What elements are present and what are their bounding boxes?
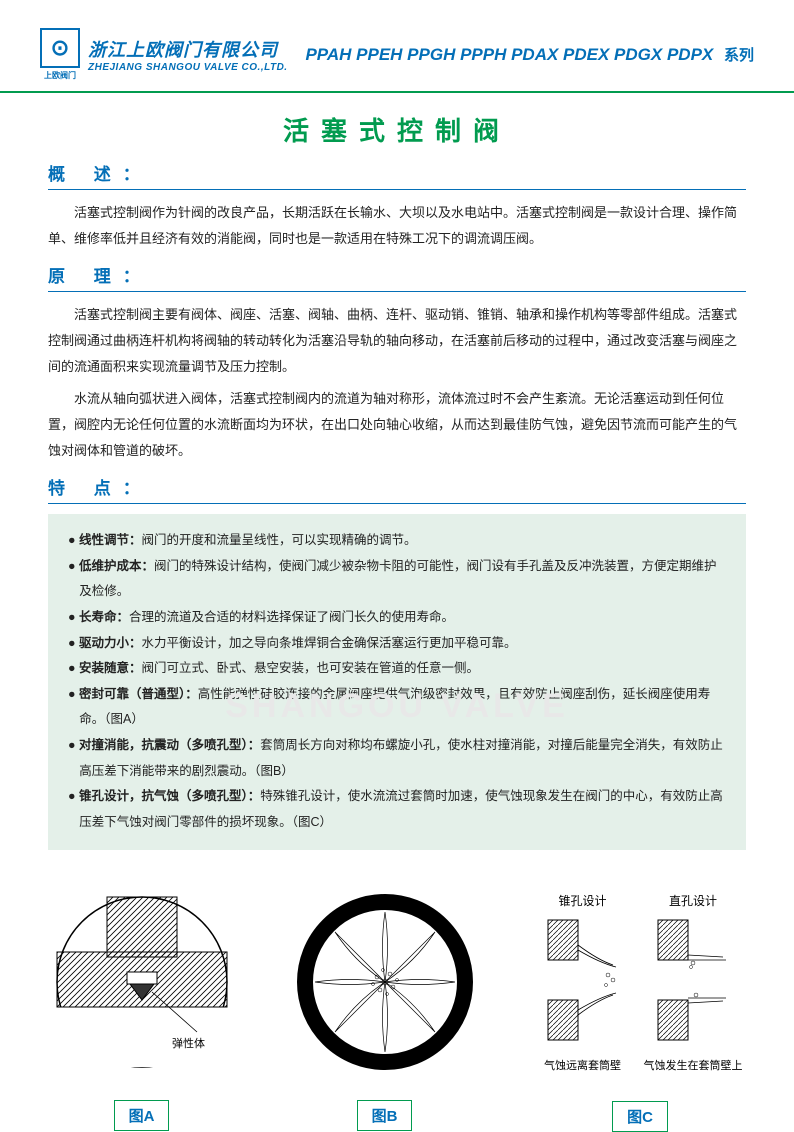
figures-row: 弹性体 图A: [0, 892, 794, 1132]
fig-a-annotation: 弹性体: [172, 1036, 205, 1050]
series-suffix: 系列: [724, 47, 754, 64]
fig-c-col1-svg: [538, 915, 628, 1045]
fig-c-col2-title: 直孔设计: [669, 892, 717, 909]
feature-text: 阀门的开度和流量呈线性，可以实现精确的调节。: [142, 533, 417, 547]
feature-label: 锥孔设计，抗气蚀（多喷孔型）：: [79, 789, 260, 803]
underline: [48, 503, 746, 504]
fig-c-col2-caption: 气蚀发生在套筒壁上: [644, 1057, 743, 1073]
feature-text: 水力平衡设计，加之导向条堆焊铜合金确保活塞运行更加平稳可靠。: [142, 636, 517, 650]
features-box: ● 线性调节：阀门的开度和流量呈线性，可以实现精确的调节。 ● 低维护成本：阀门…: [48, 514, 746, 850]
section-title-overview: 概 述：: [48, 160, 746, 185]
logo-block: ⊙ 上欧阀门 浙江上欧阀门有限公司 ZHEJIANG SHANGOU VALVE…: [40, 28, 288, 81]
company-name-en: ZHEJIANG SHANGOU VALVE CO.,LTD.: [88, 62, 288, 73]
logo-icon: ⊙: [40, 28, 80, 68]
section-title-principle: 原 理：: [48, 262, 746, 287]
feature-item: ● 对撞消能，抗震动（多喷孔型）：套筒周长方向对称均布螺旋小孔，使水柱对撞消能，…: [68, 733, 726, 784]
fig-c-col2-svg: [648, 915, 738, 1045]
feature-label: 长寿命：: [79, 610, 129, 624]
figure-b: 图B: [295, 892, 475, 1131]
feature-label: 安装随意：: [79, 661, 142, 675]
feature-item: ● 线性调节：阀门的开度和流量呈线性，可以实现精确的调节。: [68, 528, 726, 554]
feature-text: 合理的流道及合适的材料选择保证了阀门长久的使用寿命。: [129, 610, 454, 624]
main-title: 活塞式控制阀: [0, 111, 794, 148]
feature-item: ● 长寿命：合理的流道及合适的材料选择保证了阀门长久的使用寿命。: [68, 605, 726, 631]
principle-para-1: 活塞式控制阀主要有阀体、阀座、活塞、阀轴、曲柄、连杆、驱动销、锥销、轴承和操作机…: [48, 302, 746, 380]
figure-c-col2: 直孔设计 气蚀发生在套筒壁上: [644, 892, 743, 1073]
figure-c-label: 图C: [612, 1101, 668, 1132]
figure-c-col1: 锥孔设计 气蚀远离套筒壁: [538, 892, 628, 1073]
series-code-text: PPAH PPEH PPGH PPPH PDAX PDEX PDGX PDPX: [305, 45, 713, 64]
figure-c: 锥孔设计 气蚀远离套筒壁 直孔设计 气蚀发生在套筒壁上: [538, 892, 743, 1132]
figure-c-columns: 锥孔设计 气蚀远离套筒壁 直孔设计 气蚀发生在套筒壁上: [538, 892, 743, 1073]
figure-b-label: 图B: [357, 1100, 413, 1131]
company-name-cn: 浙江上欧阀门有限公司: [88, 36, 288, 62]
content-area: 概 述： 活塞式控制阀作为针阀的改良产品，长期活跃在长输水、大坝以及水电站中。活…: [0, 160, 794, 850]
logo-icon-wrap: ⊙ 上欧阀门: [40, 28, 80, 81]
figure-b-image: [295, 892, 475, 1072]
feature-label: 驱动力小：: [79, 636, 142, 650]
feature-label: 低维护成本：: [79, 559, 154, 573]
principle-para-2: 水流从轴向弧状进入阀体，活塞式控制阀内的流道为轴对称形，流体流过时不会产生紊流。…: [48, 386, 746, 464]
figure-a-label: 图A: [114, 1100, 170, 1131]
logo-text: 浙江上欧阀门有限公司 ZHEJIANG SHANGOU VALVE CO.,LT…: [88, 36, 288, 73]
figure-a: 弹性体 图A: [52, 892, 232, 1131]
section-title-features: 特 点：: [48, 474, 746, 499]
feature-text: 阀门可立式、卧式、悬空安装，也可安装在管道的任意一侧。: [142, 661, 480, 675]
feature-label: 线性调节：: [79, 533, 142, 547]
feature-label: 对撞消能，抗震动（多喷孔型）：: [79, 738, 260, 752]
figure-a-image: 弹性体: [52, 892, 232, 1072]
overview-para: 活塞式控制阀作为针阀的改良产品，长期活跃在长输水、大坝以及水电站中。活塞式控制阀…: [48, 200, 746, 252]
feature-item: ● 安装随意：阀门可立式、卧式、悬空安装，也可安装在管道的任意一侧。: [68, 656, 726, 682]
fig-c-col1-caption: 气蚀远离套筒壁: [544, 1057, 621, 1073]
feature-text: 阀门的特殊设计结构，使阀门减少被杂物卡阻的可能性，阀门设有手孔盖及反冲洗装置，方…: [79, 559, 716, 599]
page-header: ⊙ 上欧阀门 浙江上欧阀门有限公司 ZHEJIANG SHANGOU VALVE…: [0, 0, 794, 93]
feature-item: ● 低维护成本：阀门的特殊设计结构，使阀门减少被杂物卡阻的可能性，阀门设有手孔盖…: [68, 554, 726, 605]
fig-c-col1-title: 锥孔设计: [558, 892, 606, 909]
feature-item: ● 驱动力小：水力平衡设计，加之导向条堆焊铜合金确保活塞运行更加平稳可靠。: [68, 631, 726, 657]
feature-item: ● 锥孔设计，抗气蚀（多喷孔型）：特殊锥孔设计，使水流流过套筒时加速，使气蚀现象…: [68, 784, 726, 835]
series-codes: PPAH PPEH PPGH PPPH PDAX PDEX PDGX PDPX …: [305, 44, 754, 65]
underline: [48, 291, 746, 292]
logo-subtext: 上欧阀门: [40, 70, 80, 81]
feature-label: 密封可靠（普通型）：: [79, 687, 198, 701]
underline: [48, 189, 746, 190]
watermark: SHANGOU VALVE: [225, 687, 569, 726]
